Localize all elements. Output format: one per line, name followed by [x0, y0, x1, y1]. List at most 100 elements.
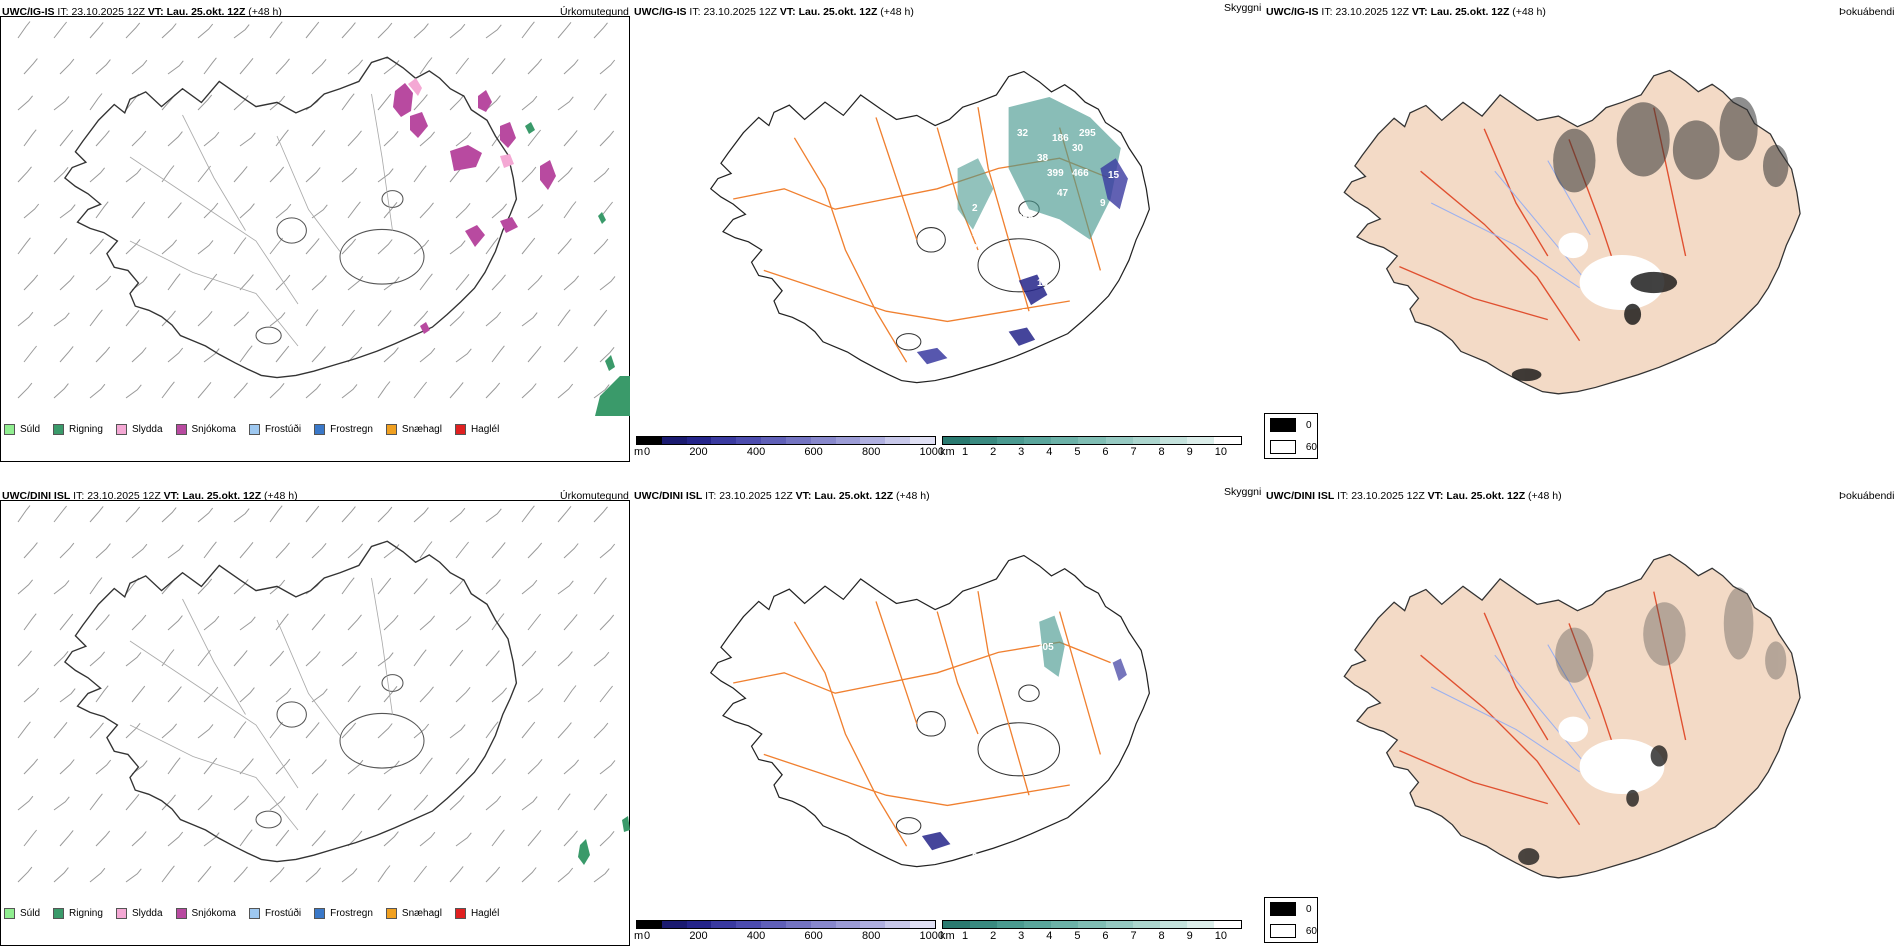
- wind-barb: [527, 129, 541, 147]
- colorbar-segment: [686, 921, 712, 928]
- wind-barb: [455, 132, 472, 147]
- wind-barb: [557, 309, 571, 327]
- wind-barb: [527, 542, 543, 559]
- legend-item: Snæhagl: [385, 423, 442, 435]
- wind-barb: [527, 345, 542, 363]
- wind-barb: [311, 688, 328, 703]
- visibility-colorbar: [942, 920, 1242, 929]
- wind-barb: [599, 760, 616, 775]
- wind-barb: [521, 312, 538, 327]
- legend-swatch: [115, 423, 127, 435]
- wind-barb: [23, 129, 37, 147]
- wind-barb: [17, 166, 32, 183]
- fog-panel-bottom: UWC/DINI ISL IT: 23.10.2025 12Z VT: Lau.…: [1264, 484, 1894, 946]
- wind-barb: [23, 542, 38, 559]
- ceiling-unit: m: [634, 446, 644, 458]
- wind-barb: [95, 346, 111, 363]
- wind-barb: [197, 794, 213, 811]
- wind-barb: [53, 796, 70, 811]
- wind-barb: [347, 830, 363, 847]
- colorbar-tick: 4: [1046, 446, 1053, 458]
- wind-barb: [203, 57, 217, 75]
- fog-legend-label: 0: [1306, 903, 1312, 915]
- ceiling-value-label: 32: [1017, 128, 1029, 139]
- colorbar-tick: 10: [1214, 446, 1227, 458]
- wind-barb: [593, 722, 609, 739]
- wind-barb: [377, 168, 394, 183]
- colorbar-tick: 2: [990, 446, 997, 458]
- wind-barb: [527, 274, 543, 291]
- wind-barb: [413, 649, 427, 667]
- wind-barb: [347, 59, 363, 75]
- colorbar-tick: 600: [804, 446, 823, 458]
- wind-barb: [203, 348, 220, 363]
- wind-barb: [377, 723, 393, 739]
- ceiling-value-label: 305: [1037, 642, 1054, 653]
- wind-barb: [563, 543, 579, 559]
- ceiling-value-label: 9: [1100, 198, 1106, 209]
- wind-barb: [491, 345, 505, 363]
- wind-barb: [455, 541, 469, 559]
- wind-barb: [527, 58, 543, 75]
- wind-barb: [449, 382, 464, 399]
- fog-legend-label: 60: [1305, 441, 1317, 453]
- wind-barb: [593, 868, 610, 883]
- legend-item: Snjókoma: [175, 907, 236, 919]
- wind-barb: [125, 22, 141, 39]
- wind-barb: [269, 721, 283, 739]
- wind-barb: [53, 580, 70, 595]
- wind-barb: [167, 202, 182, 219]
- wind-barb: [233, 866, 248, 883]
- wind-barb: [593, 793, 608, 811]
- visibility-colorbar: [942, 436, 1242, 445]
- wind-barb: [563, 759, 579, 775]
- fog-legend-item: 0: [1265, 414, 1317, 436]
- wind-barb: [89, 309, 103, 327]
- wind-barb: [275, 613, 289, 631]
- wind-barb: [131, 614, 147, 631]
- wind-barb: [269, 382, 285, 399]
- wind-barb: [197, 865, 212, 883]
- colorbar-segment: [1051, 437, 1079, 444]
- wind-barb: [383, 614, 399, 631]
- wind-barb: [599, 59, 616, 75]
- wind-barb: [485, 95, 501, 111]
- map-frame: [0, 500, 630, 946]
- wind-barb: [125, 238, 141, 255]
- wind-barb: [275, 58, 290, 75]
- wind-barb: [311, 613, 326, 631]
- wind-barb: [593, 506, 608, 523]
- wind-barb: [53, 721, 68, 739]
- wind-barb: [599, 543, 616, 559]
- wind-barb: [167, 273, 181, 291]
- colorbar-segment: [910, 437, 935, 444]
- wind-barb: [413, 578, 428, 595]
- wind-barb: [419, 347, 436, 363]
- colorbar-segment: [736, 437, 762, 444]
- wind-barb: [197, 240, 214, 255]
- legend-item: Snjókoma: [175, 423, 236, 435]
- wind-barb: [233, 166, 248, 183]
- wind-barb: [125, 506, 141, 523]
- wind-barb: [125, 384, 142, 399]
- wind-barb: [413, 723, 430, 739]
- legend-swatch: [314, 423, 326, 435]
- wind-barb: [341, 506, 356, 523]
- colorbar-segment: [835, 921, 861, 928]
- wind-barb: [275, 829, 290, 847]
- wind-barb: [521, 166, 537, 183]
- colorbar-tick: 0: [644, 446, 651, 458]
- fog-legend-item: 0: [1265, 898, 1317, 920]
- legend-label: Frostregn: [330, 907, 373, 919]
- wind-barb: [167, 347, 184, 363]
- colorbar-segment: [860, 921, 886, 928]
- wind-barb: [131, 347, 147, 363]
- wind-barb: [341, 384, 358, 399]
- wind-barb: [311, 204, 328, 219]
- legend-item: Haglél: [454, 423, 499, 435]
- wind-barb: [161, 23, 177, 39]
- wind-barb: [305, 167, 321, 183]
- wind-barb: [59, 58, 75, 75]
- colorbar-tick: 10: [1214, 930, 1227, 942]
- colorbar-tick: 7: [1130, 446, 1137, 458]
